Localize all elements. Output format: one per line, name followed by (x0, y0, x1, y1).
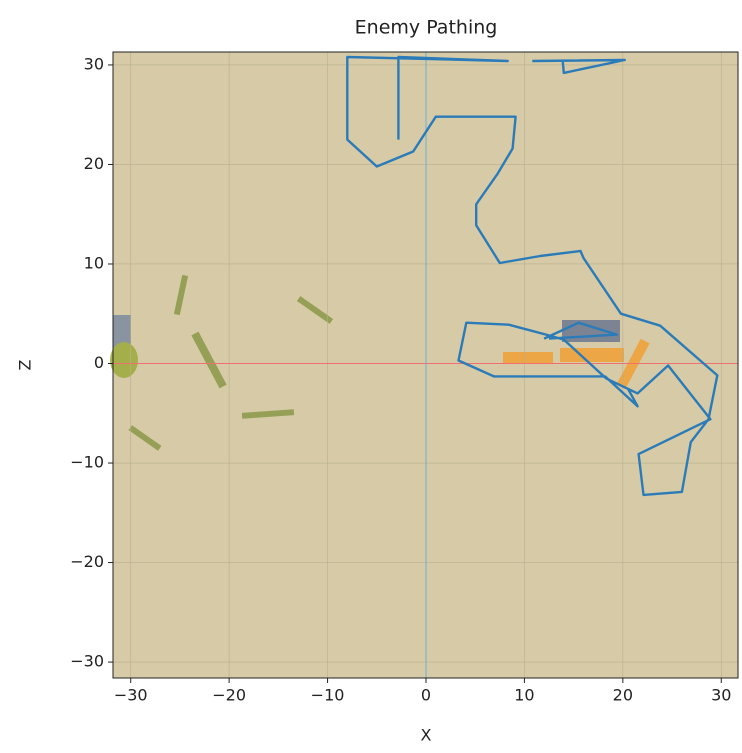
y-tick-label: 0 (94, 353, 104, 372)
y-axis-label: Z (16, 359, 35, 370)
y-tick-label: 30 (84, 54, 104, 73)
sprite (241, 409, 295, 419)
x-tick-label: −20 (212, 686, 246, 705)
x-tick-label: 0 (421, 686, 431, 705)
sprite (110, 342, 138, 378)
x-tick-label: −30 (114, 686, 148, 705)
x-tick-label: 30 (711, 686, 731, 705)
y-tick-label: 20 (84, 154, 104, 173)
y-tick-label: 10 (84, 253, 104, 272)
chart-title: Enemy Pathing (355, 17, 498, 39)
y-tick-label: −10 (70, 453, 104, 472)
plot-area (113, 52, 738, 678)
sprite (173, 274, 189, 316)
sprite (503, 352, 553, 364)
sprite (191, 331, 227, 389)
sprite (128, 425, 162, 451)
y-tick-label: −30 (70, 652, 104, 671)
path-line (346, 55, 719, 497)
x-tick-label: 20 (613, 686, 633, 705)
sprite (560, 348, 624, 362)
x-axis-label: X (421, 726, 432, 745)
y-tick-label: −20 (70, 552, 104, 571)
sprite (296, 296, 334, 324)
x-tick-label: −10 (311, 686, 345, 705)
x-tick-label: 10 (514, 686, 534, 705)
sprite (562, 320, 620, 342)
sprite (113, 315, 131, 350)
